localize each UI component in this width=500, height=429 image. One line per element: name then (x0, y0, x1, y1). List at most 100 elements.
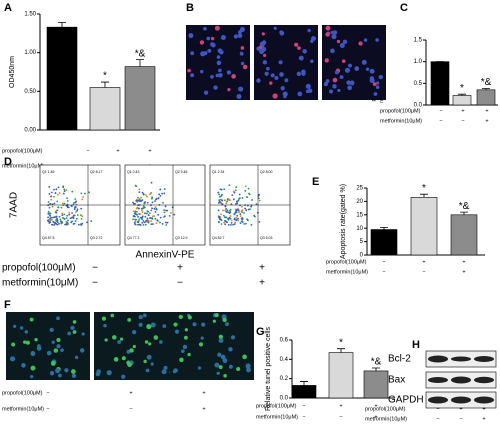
event (138, 223, 141, 226)
cell (161, 369, 167, 375)
event (237, 217, 239, 220)
event (243, 212, 245, 214)
cell (187, 352, 191, 357)
event (220, 202, 223, 205)
error-bar (482, 88, 490, 90)
event (81, 198, 84, 201)
event (48, 192, 51, 195)
event (70, 205, 73, 208)
cell (339, 75, 344, 80)
event (156, 219, 159, 222)
cell (298, 55, 304, 61)
event (232, 223, 235, 226)
event (225, 207, 228, 210)
cell (117, 340, 122, 344)
event (230, 223, 232, 226)
event (163, 211, 166, 214)
event (239, 215, 242, 217)
event (53, 188, 55, 191)
event (151, 196, 153, 199)
condition-sign: + (259, 278, 265, 289)
cell (279, 30, 283, 35)
blot-band (451, 356, 471, 362)
event (66, 214, 69, 217)
event (233, 218, 236, 221)
event (69, 217, 72, 220)
event (147, 221, 150, 224)
quadrant-label: Q1 1.46 (42, 170, 55, 174)
condition-sign: + (177, 263, 183, 274)
event (136, 199, 139, 202)
condition-sign: − (439, 108, 442, 114)
event (239, 213, 242, 216)
event (241, 205, 243, 208)
error-bar (136, 59, 144, 67)
cell (143, 359, 147, 364)
cell (215, 73, 220, 78)
condition-sign: + (374, 403, 377, 409)
event (222, 214, 225, 217)
event (51, 223, 54, 226)
event (223, 221, 226, 224)
event (74, 211, 77, 213)
cell (220, 354, 226, 360)
cell (236, 366, 241, 372)
cell (144, 340, 149, 344)
cell (180, 349, 185, 354)
event (250, 223, 253, 226)
event (64, 223, 66, 226)
event (61, 214, 64, 217)
cell (56, 337, 61, 343)
cell (330, 30, 334, 35)
event (150, 223, 153, 226)
panel-letter: F (4, 299, 11, 311)
condition-sign: − (382, 269, 385, 275)
event (51, 205, 54, 208)
cell (346, 80, 351, 85)
event (47, 216, 49, 219)
event (133, 215, 136, 218)
cell (72, 320, 77, 324)
cell (55, 368, 61, 374)
cell (222, 358, 228, 364)
event (150, 220, 152, 222)
event (151, 197, 153, 200)
condition-sign: − (177, 278, 183, 289)
condition-sign: + (259, 263, 265, 274)
cell (198, 342, 204, 347)
cell (201, 322, 206, 327)
event (141, 211, 144, 214)
event (234, 189, 237, 192)
event (144, 223, 147, 226)
condition-sign: + (339, 403, 342, 409)
event (225, 211, 228, 213)
cell (310, 59, 314, 64)
event (235, 200, 238, 203)
condition-sign: − (92, 278, 98, 289)
blot-band (474, 396, 494, 404)
cell (153, 335, 159, 340)
cell (246, 367, 251, 373)
blot-band (451, 396, 471, 404)
event (132, 210, 135, 213)
cell (49, 327, 54, 332)
event (66, 200, 69, 202)
bar (410, 197, 438, 256)
cell (218, 334, 223, 339)
cell (132, 344, 136, 349)
error-bar (458, 93, 466, 96)
event (220, 218, 222, 221)
event (146, 217, 149, 220)
event (143, 201, 146, 204)
event (244, 185, 247, 188)
cell (218, 338, 224, 343)
condition-sign: + (462, 259, 465, 265)
condition-label: propofol(100μM) (2, 390, 43, 396)
event (72, 223, 75, 225)
event (163, 188, 166, 190)
event (218, 220, 220, 223)
bar (46, 26, 78, 131)
event (233, 191, 236, 194)
cell (294, 42, 299, 47)
